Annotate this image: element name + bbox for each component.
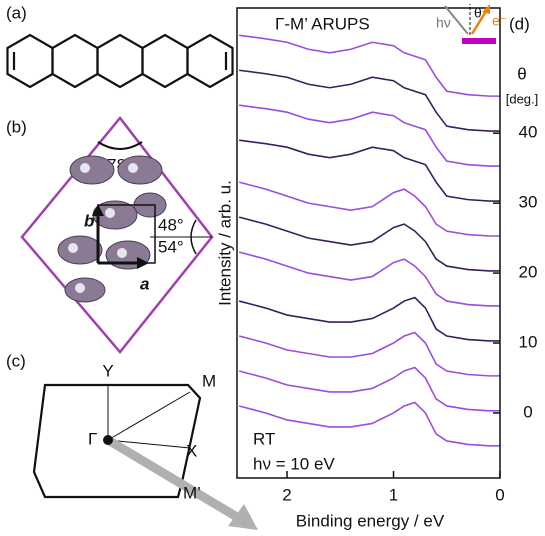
x-axis-title: Binding energy / eV <box>296 511 445 530</box>
molecule <box>70 156 114 184</box>
panel-label: (a) <box>6 3 27 22</box>
y2-tick-label: 0 <box>523 402 532 421</box>
annotation: RT <box>253 429 275 448</box>
bz-line <box>108 392 190 440</box>
ring <box>52 35 97 87</box>
figure: (a) (b) 78° b a 48° 54° (c) Y M Γ X M’ Γ… <box>0 0 545 536</box>
inset-label: hν <box>436 15 451 31</box>
angle-arc <box>98 142 142 149</box>
atom <box>80 163 90 173</box>
direction-arrow <box>108 440 242 520</box>
inset: hν θ e⁻ <box>436 4 507 44</box>
sample <box>462 38 496 44</box>
bz-point-label: X <box>186 441 197 460</box>
spectrum <box>239 252 500 306</box>
atom <box>105 208 115 218</box>
bz-point-label: M’ <box>183 483 201 502</box>
axis-label: b <box>84 211 94 230</box>
atom <box>75 283 85 293</box>
ring <box>97 35 142 87</box>
annotation: hν = 10 eV <box>253 454 335 473</box>
spectra <box>239 35 500 446</box>
spectrum <box>239 105 500 166</box>
bz-point-label: Y <box>102 361 113 380</box>
molecule <box>65 278 105 302</box>
x-tick-label: 0 <box>495 485 504 504</box>
x-tick-label: 1 <box>389 485 398 504</box>
chart-title: Γ-M’ ARUPS <box>275 14 370 33</box>
panel-label: (c) <box>6 351 26 370</box>
molecule <box>58 236 102 264</box>
y2-unit: [deg.] <box>506 91 539 106</box>
y2-tick-label: 40 <box>519 123 538 142</box>
y2-title: θ <box>517 64 526 83</box>
angle-label: 54° <box>158 237 184 256</box>
atom <box>128 163 138 173</box>
panel-label: (b) <box>6 117 27 136</box>
y2-tick-label: 30 <box>519 193 538 212</box>
unit-cell-rhombus <box>22 118 212 352</box>
inset-label: θ <box>474 5 482 21</box>
y-axis-title: Intensity / arb. u. <box>215 180 234 306</box>
pentacene <box>7 35 232 87</box>
y2-tick-label: 20 <box>519 263 538 282</box>
spectrum <box>239 140 500 201</box>
y2-tick-label: 10 <box>519 332 538 351</box>
spectrum <box>239 70 500 131</box>
arrowhead <box>482 4 490 14</box>
spectrum <box>239 35 500 96</box>
bz-point-label: M <box>202 371 216 390</box>
angle-label: 48° <box>158 215 184 234</box>
inset-label: e⁻ <box>492 13 507 29</box>
x-tick-label: 2 <box>282 485 291 504</box>
molecule <box>118 156 162 184</box>
ring <box>142 35 187 87</box>
atom <box>68 243 78 253</box>
panel-label: (d) <box>509 14 530 33</box>
atom <box>117 248 127 258</box>
axis-label: a <box>140 274 149 293</box>
molecules <box>58 156 166 302</box>
gamma-point <box>103 435 113 445</box>
bz-point-label: Γ <box>88 429 97 448</box>
